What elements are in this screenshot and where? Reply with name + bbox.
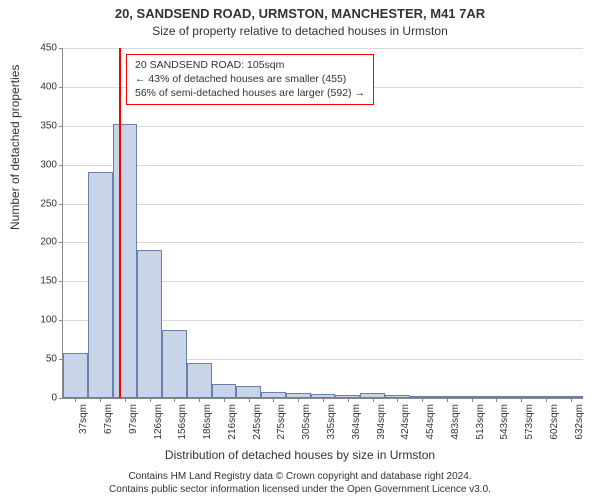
plot-area: 05010015020025030035040045037sqm67sqm97s… <box>62 48 582 398</box>
xtick-mark <box>224 398 225 402</box>
xtick-label: 37sqm <box>78 404 89 454</box>
y-axis-label: Number of detached properties <box>8 65 22 230</box>
ytick-mark <box>59 126 63 127</box>
xtick-mark <box>348 398 349 402</box>
xtick-mark <box>100 398 101 402</box>
xtick-label: 364sqm <box>351 404 362 454</box>
xtick-mark <box>447 398 448 402</box>
annotation-box: 20 SANDSEND ROAD: 105sqm← 43% of detache… <box>126 54 374 105</box>
xtick-label: 186sqm <box>202 404 213 454</box>
footer-line2: Contains public sector information licen… <box>0 484 600 497</box>
xtick-mark <box>496 398 497 402</box>
xtick-mark <box>298 398 299 402</box>
gridline <box>63 165 583 166</box>
xtick-label: 97sqm <box>128 404 139 454</box>
ytick-label: 100 <box>27 315 57 326</box>
xtick-label: 454sqm <box>425 404 436 454</box>
bar <box>236 386 261 398</box>
ytick-label: 250 <box>27 198 57 209</box>
xtick-label: 632sqm <box>574 404 585 454</box>
footer-line1: Contains HM Land Registry data © Crown c… <box>0 471 600 484</box>
ytick-label: 450 <box>27 43 57 54</box>
ytick-mark <box>59 320 63 321</box>
xtick-label: 394sqm <box>376 404 387 454</box>
xtick-mark <box>546 398 547 402</box>
xtick-mark <box>273 398 274 402</box>
xtick-mark <box>422 398 423 402</box>
bar <box>88 172 113 398</box>
ytick-label: 300 <box>27 159 57 170</box>
xtick-mark <box>249 398 250 402</box>
ytick-mark <box>59 48 63 49</box>
xtick-label: 275sqm <box>276 404 287 454</box>
bar <box>113 124 138 398</box>
ytick-label: 400 <box>27 81 57 92</box>
xtick-label: 424sqm <box>400 404 411 454</box>
title-main: 20, SANDSEND ROAD, URMSTON, MANCHESTER, … <box>0 6 600 21</box>
xtick-mark <box>174 398 175 402</box>
bar <box>212 384 237 398</box>
gridline <box>63 242 583 243</box>
ytick-label: 150 <box>27 276 57 287</box>
title-sub: Size of property relative to detached ho… <box>0 24 600 38</box>
xtick-label: 335sqm <box>326 404 337 454</box>
annotation-line: 20 SANDSEND ROAD: 105sqm <box>135 58 365 72</box>
ytick-mark <box>59 242 63 243</box>
xtick-label: 483sqm <box>450 404 461 454</box>
xtick-mark <box>150 398 151 402</box>
xtick-label: 245sqm <box>252 404 263 454</box>
gridline <box>63 48 583 49</box>
ytick-label: 350 <box>27 120 57 131</box>
xtick-mark <box>373 398 374 402</box>
xtick-label: 67sqm <box>103 404 114 454</box>
ytick-label: 200 <box>27 237 57 248</box>
ytick-mark <box>59 87 63 88</box>
xtick-label: 513sqm <box>475 404 486 454</box>
x-axis-label: Distribution of detached houses by size … <box>0 448 600 462</box>
xtick-label: 156sqm <box>177 404 188 454</box>
annotation-line: ← 43% of detached houses are smaller (45… <box>135 72 365 86</box>
ytick-label: 50 <box>27 354 57 365</box>
chart-container: 20, SANDSEND ROAD, URMSTON, MANCHESTER, … <box>0 0 600 500</box>
ytick-mark <box>59 281 63 282</box>
xtick-label: 602sqm <box>549 404 560 454</box>
bar <box>187 363 212 398</box>
footer: Contains HM Land Registry data © Crown c… <box>0 471 600 496</box>
xtick-label: 573sqm <box>524 404 535 454</box>
gridline <box>63 204 583 205</box>
ytick-mark <box>59 204 63 205</box>
xtick-mark <box>521 398 522 402</box>
xtick-mark <box>472 398 473 402</box>
xtick-mark <box>125 398 126 402</box>
xtick-label: 126sqm <box>153 404 164 454</box>
plot-inner: 05010015020025030035040045037sqm67sqm97s… <box>62 48 583 399</box>
xtick-mark <box>323 398 324 402</box>
bar <box>162 330 187 398</box>
ytick-mark <box>59 398 63 399</box>
xtick-mark <box>75 398 76 402</box>
ytick-mark <box>59 165 63 166</box>
xtick-mark <box>199 398 200 402</box>
xtick-mark <box>397 398 398 402</box>
xtick-mark <box>571 398 572 402</box>
xtick-label: 216sqm <box>227 404 238 454</box>
xtick-label: 305sqm <box>301 404 312 454</box>
bar <box>63 353 88 398</box>
annotation-line: 56% of semi-detached houses are larger (… <box>135 86 365 100</box>
bar <box>137 250 162 398</box>
gridline <box>63 126 583 127</box>
xtick-label: 543sqm <box>499 404 510 454</box>
ytick-label: 0 <box>27 393 57 404</box>
reference-line <box>119 48 121 398</box>
